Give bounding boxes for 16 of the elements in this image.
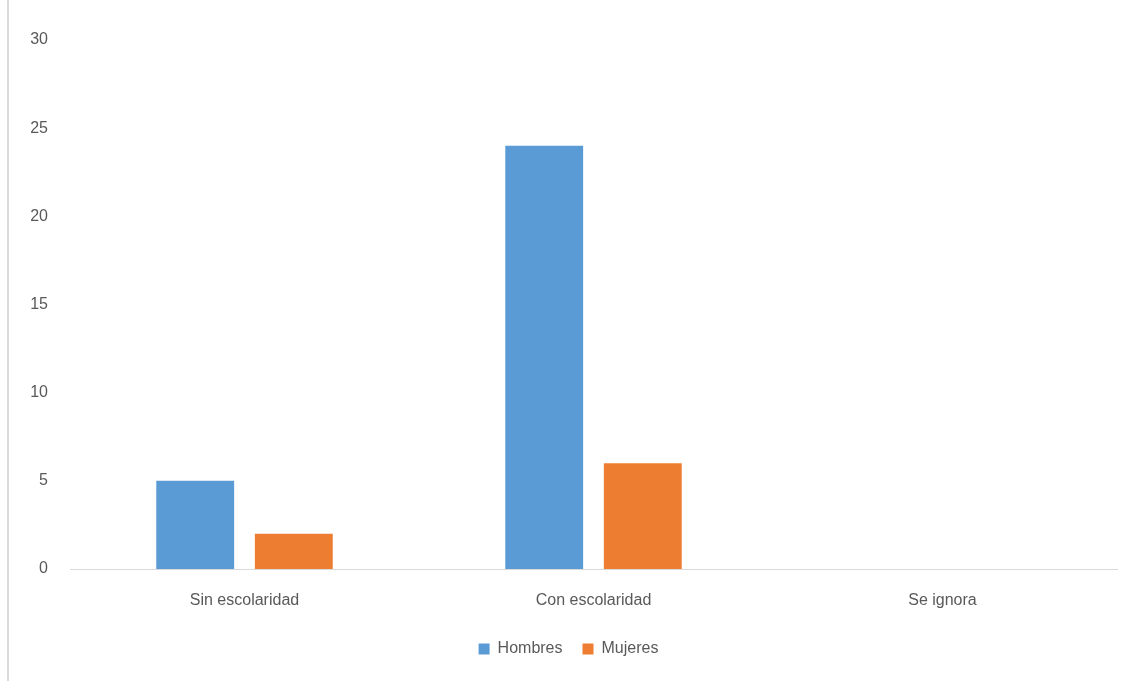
y-tick-label: 5 [39, 471, 49, 489]
bar [505, 145, 584, 569]
legend-label: Hombres [497, 639, 563, 657]
y-tick-label: 0 [39, 559, 49, 577]
bar [254, 533, 333, 569]
y-tick-label: 30 [30, 30, 49, 48]
x-tick-label: Se ignora [908, 591, 977, 609]
x-tick-label: Con escolaridad [535, 591, 652, 609]
y-tick-label: 20 [30, 206, 49, 224]
y-tick-label: 15 [30, 294, 49, 312]
bar [603, 463, 682, 569]
y-tick-label: 10 [30, 383, 49, 401]
legend-label: Mujeres [601, 639, 659, 657]
bar [156, 480, 235, 569]
y-tick-label: 25 [30, 118, 49, 136]
x-tick-label: Sin escolaridad [189, 591, 300, 609]
